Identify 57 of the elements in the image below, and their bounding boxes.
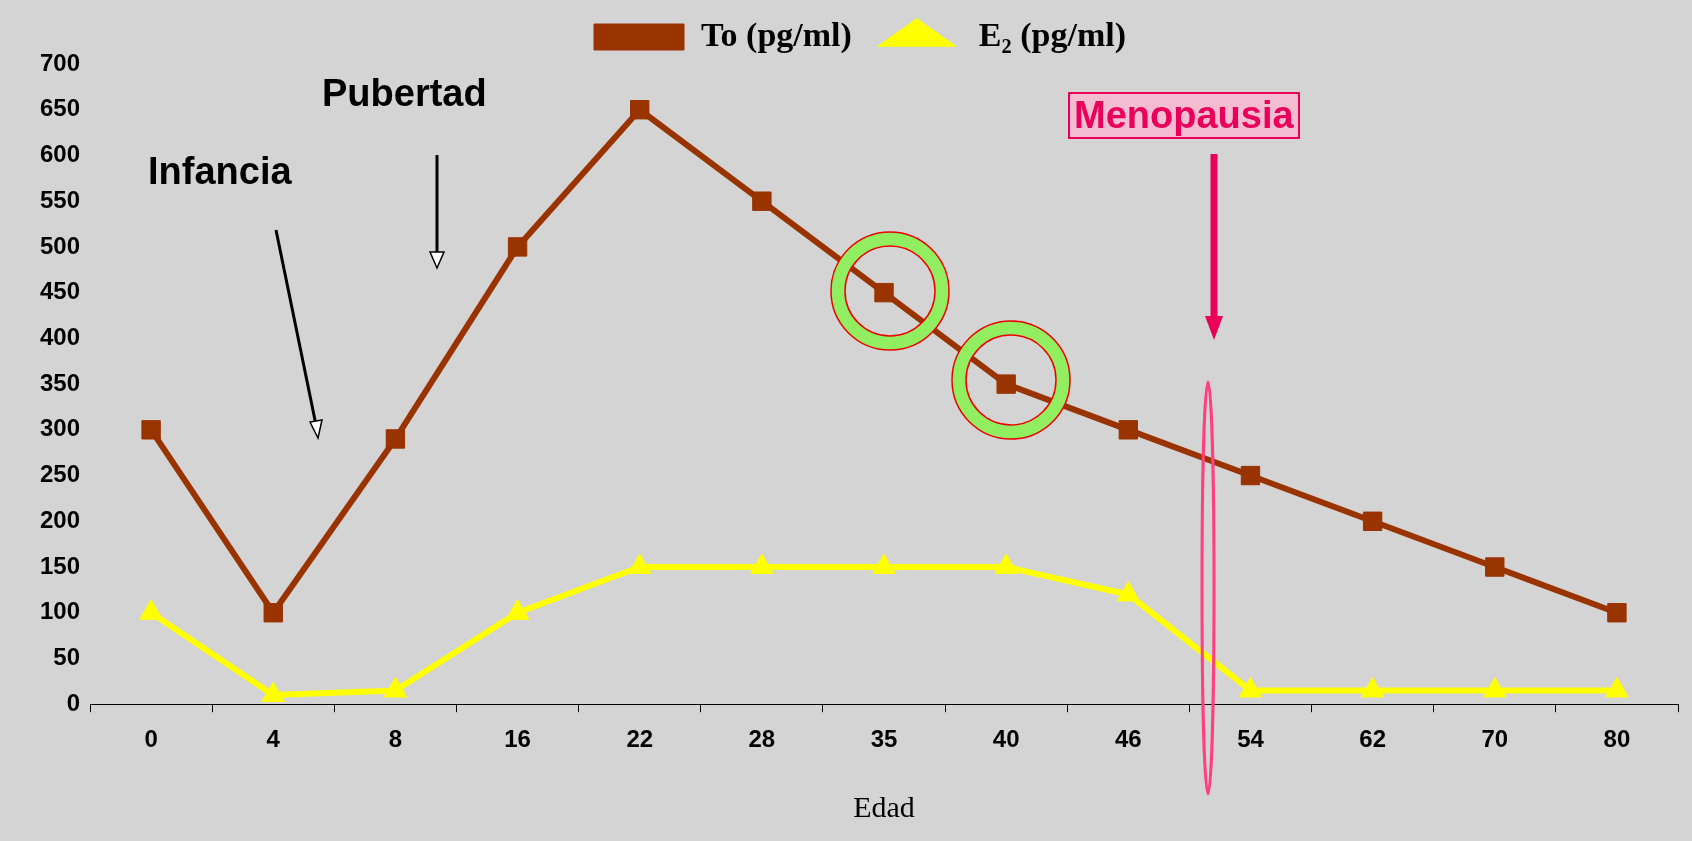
y-tick-label: 150 bbox=[40, 551, 81, 579]
point bbox=[1238, 676, 1263, 698]
y-tick-label: 100 bbox=[40, 597, 81, 625]
point bbox=[994, 553, 1018, 575]
x-tick-label: 22 bbox=[626, 725, 654, 753]
x-tick-label: 40 bbox=[992, 725, 1020, 753]
point bbox=[1605, 676, 1629, 698]
legend-label: E₂ (pg/ml) bbox=[978, 15, 1126, 54]
point bbox=[750, 553, 774, 575]
point bbox=[1362, 511, 1383, 531]
x-tick-label: 0 bbox=[144, 725, 158, 753]
annotation: Menopausia bbox=[1068, 92, 1300, 139]
point bbox=[874, 282, 894, 303]
point bbox=[996, 374, 1016, 394]
point bbox=[752, 191, 772, 211]
point bbox=[139, 599, 163, 620]
point bbox=[1360, 676, 1385, 698]
point bbox=[1118, 420, 1139, 440]
y-tick-label: 350 bbox=[40, 368, 81, 396]
point bbox=[1483, 676, 1507, 698]
point bbox=[627, 553, 652, 575]
annotation: Infancia bbox=[148, 150, 292, 193]
x-tick-label: 8 bbox=[388, 725, 403, 753]
x-tick-label: 35 bbox=[870, 725, 898, 753]
point bbox=[261, 681, 286, 703]
x-tick-label: 54 bbox=[1237, 725, 1265, 753]
point bbox=[1116, 580, 1141, 602]
x-tick-label: 28 bbox=[748, 725, 776, 753]
point bbox=[1240, 465, 1261, 486]
point bbox=[385, 429, 406, 449]
y-tick-label: 50 bbox=[53, 643, 81, 671]
point bbox=[141, 420, 161, 440]
x-tick-label: 70 bbox=[1481, 725, 1509, 753]
point bbox=[383, 676, 408, 698]
point bbox=[630, 100, 650, 120]
y-tick-label: 250 bbox=[40, 460, 81, 488]
legend-label: To (pg/ml) bbox=[701, 15, 852, 54]
y-tick-label: 450 bbox=[40, 277, 81, 305]
y-tick-label: 500 bbox=[40, 231, 81, 259]
y-tick-label: 650 bbox=[40, 94, 81, 122]
x-tick-label: 16 bbox=[504, 725, 531, 753]
x-tick-label: 80 bbox=[1603, 725, 1631, 753]
y-tick-label: 0 bbox=[66, 688, 81, 716]
y-tick-label: 300 bbox=[40, 414, 81, 442]
y-tick-label: 700 bbox=[40, 48, 81, 76]
annotation: Pubertad bbox=[322, 72, 487, 115]
point bbox=[507, 237, 528, 257]
y-tick-label: 550 bbox=[40, 185, 81, 213]
y-tick-label: 600 bbox=[40, 140, 81, 168]
point bbox=[872, 553, 896, 575]
point bbox=[505, 599, 530, 620]
x-tick-label: 62 bbox=[1359, 725, 1386, 753]
x-axis-title: Edad bbox=[853, 789, 915, 823]
y-tick-label: 200 bbox=[40, 505, 81, 533]
x-tick-label: 46 bbox=[1114, 725, 1142, 753]
y-tick-label: 400 bbox=[40, 323, 81, 350]
x-tick-label: 4 bbox=[266, 725, 281, 753]
